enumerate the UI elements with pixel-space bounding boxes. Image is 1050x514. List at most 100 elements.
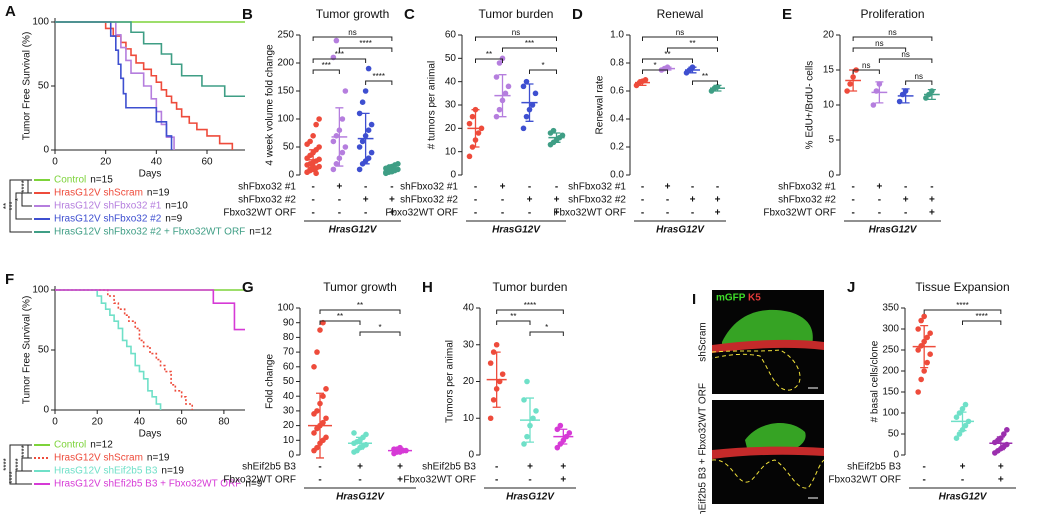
error-bar <box>471 109 480 148</box>
panel-letter: H <box>422 279 433 296</box>
y-tick-label: 10 <box>283 435 295 446</box>
y-tick-label: 5 <box>828 135 834 146</box>
data-point <box>962 401 969 408</box>
data-point <box>395 161 401 167</box>
data-point <box>529 102 536 108</box>
data-point <box>924 334 930 341</box>
condition-sign: + <box>665 182 671 193</box>
condition-sign: + <box>389 208 395 219</box>
condition-sign: + <box>554 195 560 206</box>
condition-label: Fbxo32WT ORF <box>403 475 476 486</box>
y-tick-label: 200 <box>277 58 294 69</box>
condition-sign: - <box>318 462 321 473</box>
data-point <box>368 121 375 128</box>
data-point <box>330 138 337 145</box>
y-axis-label: # basal cells/clone <box>870 340 881 422</box>
comparison-label: *** <box>525 39 534 48</box>
condition-sign: - <box>311 195 314 206</box>
y-tick-label: 100 <box>277 114 294 125</box>
data-point <box>533 408 539 414</box>
data-point <box>310 133 316 139</box>
data-point <box>365 127 372 133</box>
condition-sign: - <box>851 182 854 193</box>
data-point <box>356 166 363 173</box>
comparison-bracket <box>905 80 933 85</box>
comparison-label: ns <box>915 72 923 81</box>
y-tick-label: 0.4 <box>610 114 624 125</box>
error-bar <box>492 351 501 408</box>
comparison-bracket <box>502 47 557 52</box>
comparison-bracket <box>319 309 401 314</box>
data-point <box>475 130 482 136</box>
comparison-bracket <box>319 320 361 325</box>
comparison-bracket <box>852 36 933 41</box>
error-bar <box>901 88 910 104</box>
data-point <box>962 422 969 429</box>
comparison-label: ** <box>664 50 670 59</box>
condition-sign: - <box>641 182 644 193</box>
condition-sign: + <box>500 182 506 193</box>
data-point <box>311 364 317 370</box>
legend-n: n=10 <box>165 201 188 212</box>
comparison-label: ** <box>702 72 708 81</box>
condition-sign: + <box>929 208 935 219</box>
legend-n: n=19 <box>147 188 170 199</box>
x-tick-label: 60 <box>201 157 213 168</box>
y-tick-label: 10 <box>445 146 457 157</box>
gfp-clone <box>745 422 806 452</box>
y-tick-label: 0 <box>893 450 899 461</box>
comparison-bracket <box>642 58 693 63</box>
y-axis-label: # tumors per animal <box>427 61 438 149</box>
condition-label: shEif2b5 B3 <box>847 462 901 473</box>
legend-label: Control <box>54 175 86 186</box>
group-label: HrasG12V <box>506 492 555 503</box>
x-tick-label: 60 <box>176 417 188 428</box>
y-tick-label: 90 <box>283 317 295 328</box>
data-point <box>520 125 527 132</box>
comparison-label: ns <box>875 39 883 48</box>
comparison-label: **** <box>956 301 968 310</box>
y-tick-label: 20 <box>463 376 475 387</box>
condition-sign: - <box>555 182 558 193</box>
comparison-label: ** <box>2 203 11 209</box>
x-tick-label: 0 <box>52 417 58 428</box>
condition-sign: - <box>358 475 361 486</box>
data-point <box>323 415 329 422</box>
comparison-bracket <box>962 320 1002 325</box>
error-bar <box>387 164 396 173</box>
condition-sign: - <box>878 208 881 219</box>
comparison-label: * <box>653 61 656 70</box>
data-point <box>523 113 530 120</box>
legend-label: HrasG12V shEif2b5 B3 <box>54 466 158 477</box>
data-point <box>524 378 530 385</box>
panel-letter: E <box>782 6 792 23</box>
comparison-label: **** <box>8 471 17 483</box>
condition-sign: + <box>357 462 363 473</box>
data-point <box>342 88 349 94</box>
condition-sign: - <box>364 208 367 219</box>
condition-label: shEif2b5 B3 <box>242 462 296 473</box>
group-label: HrasG12V <box>656 225 705 236</box>
comparison-label: ns <box>888 28 896 37</box>
y-tick-label: 50 <box>283 142 295 153</box>
group-label: HrasG12V <box>336 492 385 503</box>
comparison-label: ns <box>348 28 356 37</box>
condition-sign: + <box>876 182 882 193</box>
k5-layer <box>712 339 824 353</box>
error-bar <box>396 447 404 454</box>
survival-curve <box>55 289 245 331</box>
comparison-bracket <box>667 47 718 52</box>
y-tick-label: 40 <box>445 76 457 87</box>
comparison-bracket <box>312 36 393 41</box>
condition-sign: - <box>495 462 498 473</box>
condition-label: shFbxo32 #2 <box>778 195 836 206</box>
y-tick-label: 0.6 <box>610 86 624 97</box>
comparison-label: ns <box>676 28 684 37</box>
condition-sign: + <box>560 475 566 486</box>
data-point <box>323 386 329 392</box>
comparison-label: ** <box>357 301 363 310</box>
comparison-bracket <box>15 470 32 485</box>
comparison-label: **** <box>373 72 385 81</box>
condition-sign: + <box>715 195 721 206</box>
y-tick-label: 70 <box>283 347 295 358</box>
